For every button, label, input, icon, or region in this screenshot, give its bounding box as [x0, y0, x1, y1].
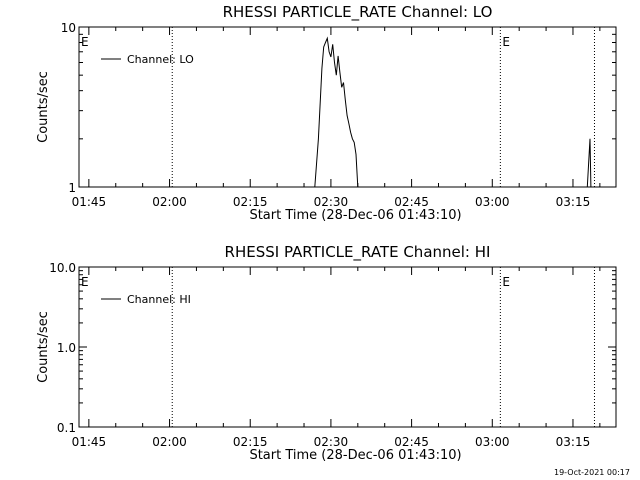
y-tick-label: 1.0	[57, 341, 76, 355]
chart-title: RHESSI PARTICLE_RATE Channel: LO	[223, 3, 493, 22]
x-tick-label: 03:00	[475, 435, 510, 449]
x-tick-label: 03:00	[475, 195, 510, 209]
x-tick-label: 02:15	[233, 195, 268, 209]
x-tick-label: 02:15	[233, 435, 268, 449]
x-tick-label: 03:15	[556, 195, 591, 209]
event-flag-label: E	[81, 35, 89, 49]
y-tick-label: 1	[68, 181, 76, 195]
x-tick-label: 02:30	[314, 195, 349, 209]
series-line	[586, 138, 592, 188]
chart-title: RHESSI PARTICLE_RATE Channel: HI	[225, 243, 491, 262]
x-axis-label: Start Time (28-Dec-06 01:43:10)	[249, 448, 461, 463]
x-axis-label: Start Time (28-Dec-06 01:43:10)	[249, 208, 461, 223]
chart-panel-lo: RHESSI PARTICLE_RATE Channel: LO 01:45 02:…	[36, 3, 617, 223]
chart-panel-hi: RHESSI PARTICLE_RATE Channel: HI 01:45 02:…	[36, 243, 617, 463]
event-flag-label: E	[81, 275, 89, 289]
event-flag-label: E	[502, 35, 510, 49]
y-tick-label: 10.0	[49, 261, 76, 275]
x-tick-label: 02:00	[152, 195, 187, 209]
event-flag-label: E	[502, 275, 510, 289]
legend-label: Channel: HI	[127, 293, 191, 306]
y-tick-label: 10	[61, 21, 76, 35]
x-tick-label: 02:30	[314, 435, 349, 449]
legend-label: Channel: LO	[127, 53, 194, 66]
timestamp-label: 19-Oct-2021 00:17	[554, 468, 630, 477]
y-axis-label: Counts/sec	[36, 311, 51, 383]
x-tick-label: 02:00	[152, 435, 187, 449]
x-tick-label: 02:45	[394, 195, 429, 209]
x-tick-label: 01:45	[72, 195, 107, 209]
x-tick-label: 02:45	[394, 435, 429, 449]
x-tick-label: 03:15	[556, 435, 591, 449]
plot-frame	[78, 26, 617, 188]
y-axis-label: Counts/sec	[36, 71, 51, 143]
series-line	[314, 36, 359, 188]
x-tick-label: 01:45	[72, 435, 107, 449]
y-tick-label: 0.1	[57, 421, 76, 435]
